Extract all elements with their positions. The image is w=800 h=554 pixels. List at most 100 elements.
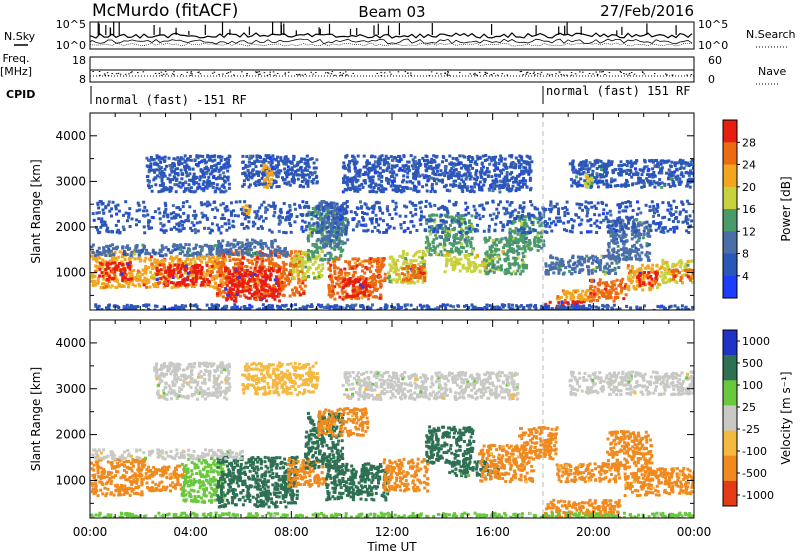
nsearch-label: N.Search <box>746 28 796 41</box>
heatmap-cell <box>263 290 267 294</box>
heatmap-cell <box>97 246 101 250</box>
heatmap-cell <box>144 303 148 307</box>
heatmap-cell <box>315 239 319 243</box>
heatmap-cell <box>241 172 245 176</box>
heatmap-cell <box>160 307 164 310</box>
heatmap-cell <box>598 264 601 268</box>
heatmap-cell <box>181 282 185 286</box>
heatmap-cell <box>322 306 326 309</box>
heatmap-cell <box>498 257 502 261</box>
heatmap-cell <box>241 255 245 259</box>
heatmap-cell <box>640 251 644 255</box>
heatmap-cell <box>451 266 455 270</box>
heatmap-cell <box>102 251 106 255</box>
heatmap-cell <box>225 276 229 280</box>
heatmap-cell <box>294 259 298 263</box>
heatmap-cell <box>137 253 141 257</box>
heatmap-cell <box>196 251 200 254</box>
heatmap-cell <box>210 270 213 274</box>
heatmap-cell <box>616 296 620 299</box>
heatmap-cell <box>218 154 222 158</box>
heatmap-cell <box>219 279 223 283</box>
heatmap-cell <box>298 307 302 310</box>
heatmap-cell <box>103 269 107 273</box>
heatmap-cell <box>150 262 154 266</box>
heatmap-cell <box>248 247 252 251</box>
heatmap-cell <box>186 165 190 169</box>
heatmap-cell <box>159 171 162 175</box>
heatmap-cell <box>161 183 164 186</box>
heatmap-cell <box>182 265 186 269</box>
heatmap-cell <box>317 264 321 267</box>
heatmap-cell <box>340 289 344 293</box>
heatmap-cell <box>571 302 575 306</box>
heatmap-cell <box>275 294 279 298</box>
heatmap-cell <box>172 257 176 261</box>
heatmap-cell <box>448 241 452 245</box>
heatmap-cell <box>312 254 316 258</box>
heatmap-cell <box>373 277 376 281</box>
heatmap-cell <box>667 268 671 271</box>
heatmap-cell <box>636 308 640 310</box>
heatmap-cell <box>446 258 450 262</box>
heatmap-cell <box>559 264 563 268</box>
heatmap-cell <box>212 174 216 178</box>
cpid-label: CPID <box>6 88 35 101</box>
heatmap-cell <box>247 307 251 310</box>
heatmap-cell <box>621 219 625 223</box>
heatmap-cell <box>445 303 449 307</box>
freq-dot <box>119 73 122 75</box>
freq-dot <box>633 73 636 75</box>
heatmap-cell <box>638 271 642 275</box>
heatmap-cell <box>523 263 527 267</box>
heatmap-cell <box>192 270 196 274</box>
heatmap-cell <box>211 278 214 281</box>
heatmap-cell <box>258 264 262 268</box>
heatmap-cell <box>520 238 524 242</box>
heatmap-cell <box>441 227 445 231</box>
heatmap-cell <box>405 252 409 256</box>
heatmap-cell <box>184 243 188 246</box>
heatmap-cell <box>622 297 626 301</box>
heatmap-cell <box>323 234 327 238</box>
heatmap-cell <box>603 265 607 269</box>
heatmap-cell <box>443 213 447 217</box>
heatmap-cell <box>211 262 215 266</box>
heatmap-cell <box>402 260 406 264</box>
heatmap-cell <box>525 266 528 270</box>
heatmap-cell <box>679 265 683 269</box>
heatmap-cell <box>211 247 215 251</box>
heatmap-cell <box>225 279 229 283</box>
heatmap-cell <box>629 306 633 310</box>
heatmap-cell <box>627 288 631 292</box>
heatmap-cell <box>225 243 229 247</box>
heatmap-cell <box>211 159 215 163</box>
heatmap-cell <box>639 243 643 247</box>
heatmap-cell <box>151 266 154 270</box>
heatmap-cell <box>235 282 239 286</box>
heatmap-cell <box>221 260 225 264</box>
heatmap-cell <box>624 247 628 251</box>
heatmap-cell <box>520 225 524 229</box>
heatmap-cell <box>468 225 472 228</box>
heatmap-cell <box>290 258 294 262</box>
heatmap-cell <box>524 222 528 226</box>
heatmap-cell <box>220 251 224 255</box>
heatmap-cell <box>634 254 638 258</box>
heatmap-cell <box>188 271 192 274</box>
heatmap-cell <box>411 280 415 284</box>
heatmap-cell <box>122 305 126 308</box>
heatmap-cell <box>188 249 192 253</box>
heatmap-cell <box>528 218 532 222</box>
freq-dot <box>570 72 573 74</box>
heatmap-cell <box>616 244 620 248</box>
heatmap-cell <box>198 178 202 182</box>
heatmap-cell <box>638 236 642 240</box>
freq-dot <box>448 74 450 76</box>
heatmap-cell <box>215 285 219 289</box>
heatmap-cell <box>228 280 232 284</box>
heatmap-cell <box>617 219 621 222</box>
heatmap-cell <box>620 289 624 293</box>
heatmap-cell <box>374 295 377 298</box>
heatmap-cell <box>341 279 345 283</box>
